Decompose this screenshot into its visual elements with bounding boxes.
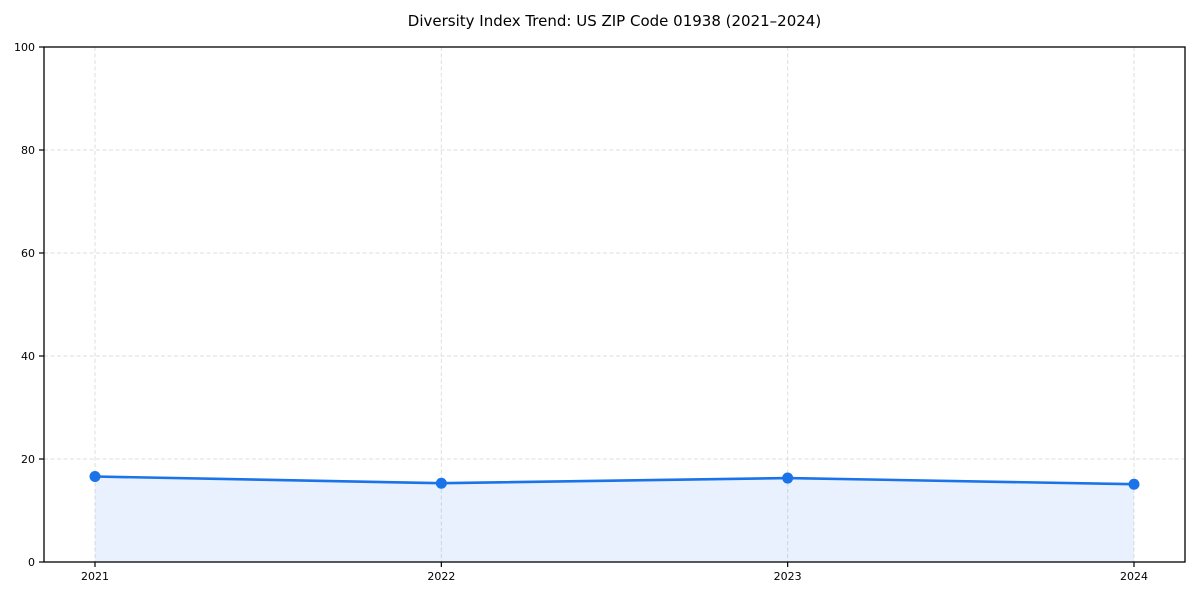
data-point (782, 472, 794, 484)
y-tick-label: 60 (21, 247, 35, 260)
area-fill (95, 476, 1134, 562)
y-tick-label: 40 (21, 350, 35, 363)
x-tick-label: 2024 (1120, 570, 1148, 583)
y-tick-label: 20 (21, 453, 35, 466)
data-point (89, 471, 101, 483)
trend-line (93, 475, 1136, 486)
data-point (1128, 478, 1140, 490)
data-point (435, 477, 447, 489)
y-tick-label: 80 (21, 144, 35, 157)
y-tick-label: 100 (14, 41, 35, 54)
x-tick-label: 2021 (81, 570, 109, 583)
chart-title: Diversity Index Trend: US ZIP Code 01938… (407, 12, 822, 30)
x-tick-label: 2023 (774, 570, 802, 583)
y-tick-label: 0 (28, 556, 35, 569)
plot-border (43, 46, 1186, 563)
x-tick-label: 2022 (427, 570, 455, 583)
